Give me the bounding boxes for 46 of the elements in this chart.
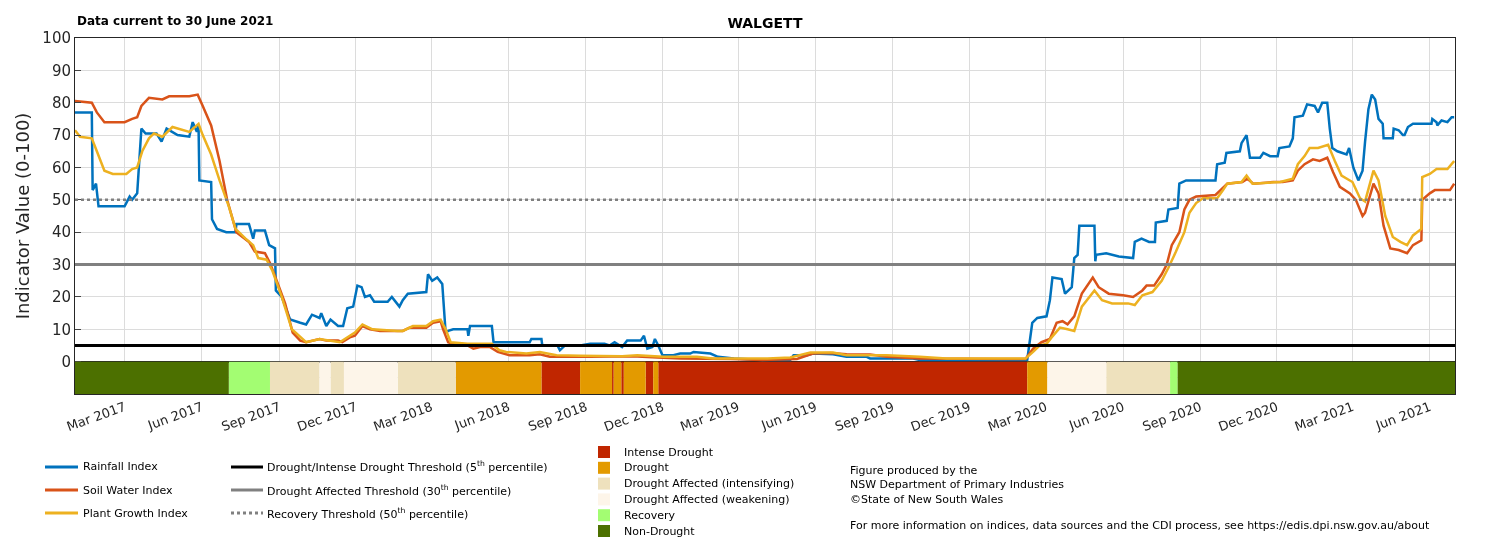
legend-label: Drought/Intense Drought Threshold (5$^{th}$ percentile) (267, 459, 548, 474)
legend-label: Drought (624, 461, 670, 474)
chart-title: WALGETT (727, 14, 803, 31)
text: Figure produced by the NSW Department of Primary Industries ©State of New South Wales (850, 464, 1065, 506)
x-tick-label: Jun 2018 (451, 398, 512, 434)
legend-label: Recovery (624, 509, 676, 522)
text: For more information on indices, data sources and the CDI process, see https://edis.dpi.nsw.gov.au/about (850, 519, 1431, 532)
y-tick-label: 90 (51, 61, 71, 80)
x-tick-label: Jun 2020 (1066, 398, 1127, 434)
legend-label: Intense Drought (624, 446, 714, 459)
x-tick-label: Dec 2017 (295, 398, 359, 435)
y-axis-title: Indicator Value (0-100) (11, 112, 33, 320)
y-tick-label: 80 (51, 93, 71, 112)
legend-label: Non-Drought (624, 525, 696, 538)
legend-label: Recovery Threshold (50$^{th}$ percentile) (267, 506, 469, 521)
legend-label: Drought Affected Threshold (30$^{th}$ percentile) (267, 483, 512, 498)
text: Data current to 30 June 2021 (77, 14, 274, 28)
x-tick-label: Dec 2018 (601, 398, 666, 435)
x-tick-label: Mar 2019 (678, 398, 742, 435)
x-tick-label: Jun 2021 (1372, 398, 1434, 434)
legend-label: Drought Affected (intensifying) (624, 477, 795, 490)
legend-label: Drought Affected (weakening) (624, 493, 790, 506)
x-tick-label: Sep 2018 (526, 398, 590, 435)
y-tick-label: 70 (51, 126, 71, 145)
x-tick-label: Jun 2017 (145, 398, 206, 434)
x-tick-label: Mar 2020 (985, 398, 1049, 435)
y-tick-label: 20 (51, 288, 71, 307)
y-tick-label: 10 (51, 320, 71, 339)
y-tick-label: 40 (51, 223, 71, 242)
x-tick-label: Sep 2019 (832, 398, 896, 435)
y-tick-label: 60 (51, 158, 71, 177)
x-tick-label: Mar 2021 (1292, 398, 1356, 435)
x-tick-label: Dec 2020 (1216, 398, 1281, 435)
y-tick-label: 0 (61, 352, 71, 371)
x-tick-label: Mar 2018 (371, 398, 435, 435)
y-tick-label: 30 (51, 255, 71, 274)
x-tick-label: Sep 2020 (1140, 398, 1204, 435)
legend-label: Plant Growth Index (83, 507, 189, 520)
legend-label: Rainfall Index (83, 460, 159, 473)
legend-label: Soil Water Index (83, 484, 174, 497)
x-tick-label: Jun 2019 (758, 398, 819, 434)
y-tick-label: 100 (42, 29, 71, 48)
x-tick-label: Dec 2019 (908, 398, 973, 435)
x-tick-label: Mar 2017 (64, 398, 128, 435)
y-tick-label: 50 (51, 191, 71, 210)
x-tick-label: Sep 2017 (219, 398, 283, 435)
